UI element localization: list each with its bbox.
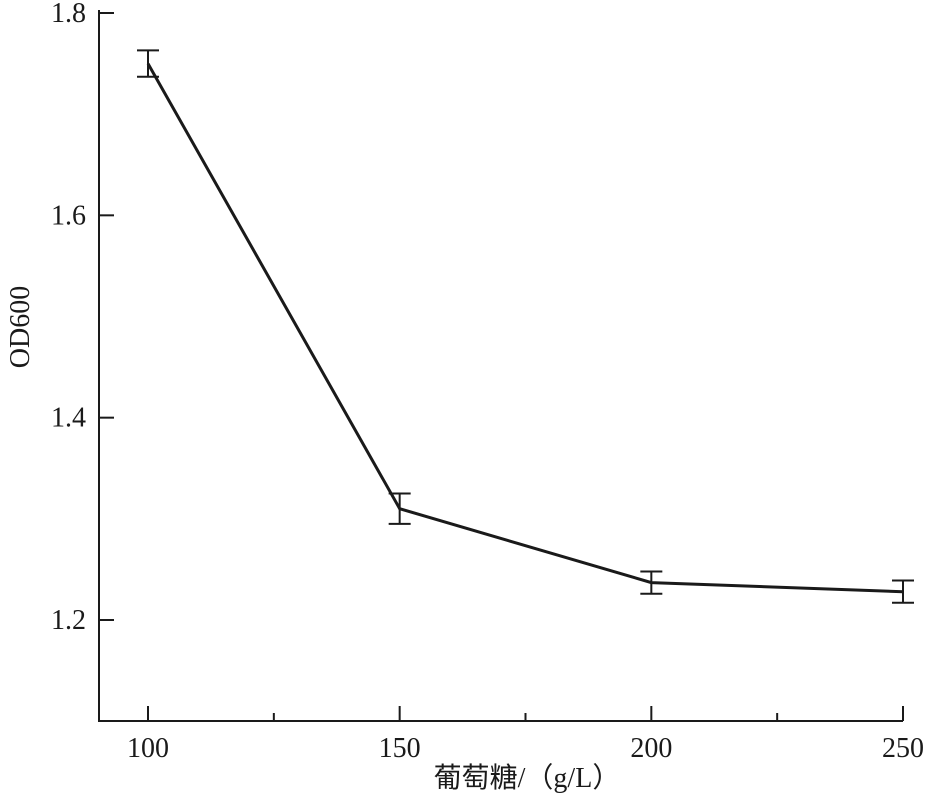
y-tick-label-2: 1.6 <box>51 200 86 231</box>
series-line-0 <box>146 62 904 594</box>
y-tick-label-0: 1.2 <box>51 605 86 636</box>
error-bar-1 <box>388 492 411 525</box>
axes <box>98 10 903 722</box>
error-bar-2 <box>640 570 663 595</box>
x-tick-label-1: 150 <box>379 733 421 764</box>
y-tick-label-1: 1.4 <box>51 403 86 434</box>
x-ticks: 100 150 200 250 <box>127 706 924 764</box>
x-tick-label-3: 250 <box>882 733 924 764</box>
y-ticks: 1.2 1.4 1.6 1.8 <box>51 0 114 636</box>
y-tick-label-3: 1.8 <box>51 0 86 29</box>
x-tick-label-0: 100 <box>127 733 169 764</box>
series-layer <box>137 49 914 604</box>
y-axis-title: OD600 <box>5 286 36 368</box>
error-bar-3 <box>892 579 914 604</box>
x-tick-label-2: 200 <box>630 733 672 764</box>
x-axis-title: 葡萄糖/（g/L） <box>434 762 621 794</box>
error-bar-0 <box>137 49 159 78</box>
